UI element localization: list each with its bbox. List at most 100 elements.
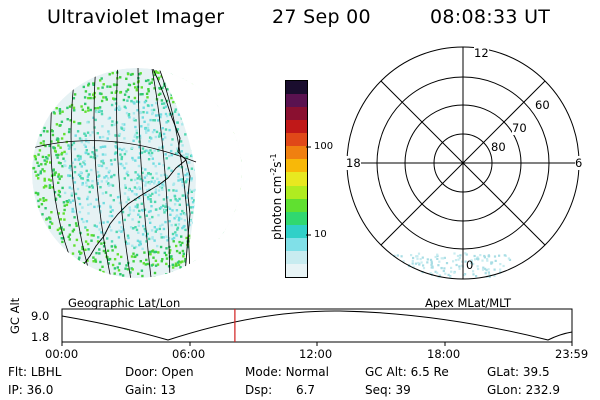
emission-dot [151,111,154,115]
emission-dot [132,227,135,230]
emission-dot [50,211,53,214]
polar-emission-dot [472,263,475,266]
emission-dot [126,234,130,237]
glon-label: GLon: [487,383,522,397]
emission-dot [101,125,104,128]
emission-dot [181,194,184,197]
emission-dot [76,155,80,158]
emission-dot [170,169,173,172]
emission-dot [137,224,140,227]
emission-dot [161,86,164,89]
emission-dot [87,141,90,144]
emission-dot [90,234,93,237]
emission-dot [104,191,108,194]
emission-dot [128,209,132,212]
emission-dot [176,261,180,264]
emission-dot [172,240,175,243]
polar-emission-dot [479,254,482,257]
emission-dot [120,157,123,161]
emission-dot [101,153,105,156]
emission-dot [95,110,98,114]
emission-dot [125,172,129,175]
emission-dot [193,199,196,202]
emission-dot [59,162,62,165]
emission-dot [139,215,142,219]
emission-dot [135,253,139,257]
emission-dot [100,112,104,116]
emission-dot [76,130,80,133]
emission-dot [133,96,137,100]
polar-emission-dot [436,254,439,257]
emission-dot [160,260,163,263]
emission-dot [47,154,50,157]
emission-dot [155,172,158,175]
emission-dot [145,131,148,134]
polar-emission-dot [420,261,423,264]
emission-dot [117,269,121,272]
emission-dot [79,162,82,166]
emission-dot [155,228,159,231]
emission-dot [80,177,83,180]
emission-dot [174,223,177,227]
emission-dot [96,171,100,174]
emission-dot [41,155,45,159]
emission-dot [84,102,87,106]
polar-emission-dot [483,256,486,259]
colorbar-segment [286,81,307,95]
emission-dot [127,72,130,76]
emission-dot [178,216,181,220]
emission-dot [121,123,124,126]
emission-dot [49,161,52,164]
polar-emission-dot [418,263,421,266]
emission-dot [131,190,134,193]
emission-dot [37,199,40,203]
emission-dot [153,226,156,229]
emission-dot [127,198,130,201]
emission-dot [171,232,175,236]
emission-dot [170,224,173,227]
emission-dot [58,195,62,198]
emission-dot [171,237,174,241]
emission-dot [83,159,86,163]
emission-dot [57,140,60,143]
emission-dot [170,258,174,261]
emission-dot [92,116,95,119]
emission-dot [110,91,113,94]
emission-dot [135,193,138,196]
emission-dot [92,83,95,86]
emission-dot [98,228,101,231]
emission-dot [184,228,187,232]
polar-emission-dot [460,264,463,267]
emission-dot [75,238,79,242]
emission-dot [135,131,139,135]
polar-emission-dot [443,256,446,259]
emission-dot [137,100,141,104]
emission-dot [118,221,121,224]
polar-emission-dot [485,269,488,272]
emission-dot [110,240,114,243]
emission-dot [51,186,54,189]
polar-emission-dot [455,263,458,267]
emission-dot [188,161,191,164]
emission-dot [87,106,90,109]
emission-dot [44,207,47,210]
emission-dot [44,156,48,159]
polar-emission-dot [426,261,429,264]
emission-dot [84,240,88,243]
emission-dot [162,198,166,201]
emission-dot [60,231,63,234]
emission-dot [152,162,155,165]
emission-dot [53,191,57,194]
emission-dot [105,167,108,170]
emission-dot [173,217,176,220]
emission-dot [144,79,148,83]
emission-dot [163,84,166,87]
emission-dot [127,114,131,117]
emission-dot [85,151,88,155]
emission-dot [42,143,45,146]
polar-emission-dot [484,272,487,275]
emission-dot [63,191,67,195]
emission-dot [60,237,63,240]
emission-dot [151,192,154,196]
emission-dot [57,173,60,176]
